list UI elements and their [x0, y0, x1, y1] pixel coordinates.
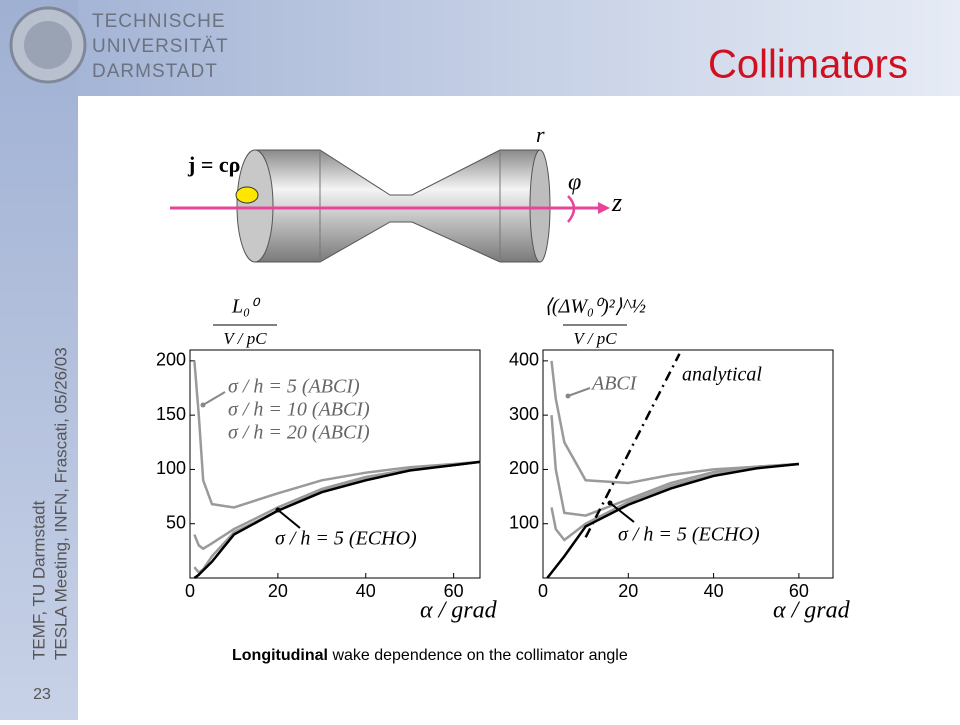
x-tick-label: 20	[268, 581, 288, 601]
x-tick-label: 20	[618, 581, 638, 601]
y-label-num: L₀⁰	[231, 296, 261, 318]
side-bar	[0, 0, 78, 720]
diagram-label: φ	[568, 170, 581, 196]
beam-arrow	[598, 202, 610, 214]
series-line	[546, 462, 800, 579]
logo-seal-inner	[24, 21, 72, 69]
logo-line: UNIVERSITÄT	[92, 36, 229, 57]
y-tick-label: 50	[166, 512, 186, 532]
x-tick-label: 60	[789, 581, 809, 601]
series-label: σ / h = 5 (ABCI)	[228, 376, 360, 398]
pointer-head	[200, 402, 206, 408]
x-label: α / grad	[773, 598, 851, 624]
y-label-num: ⟨(ΔW₀⁰)²⟩^½	[544, 296, 646, 318]
pointer-head	[565, 393, 571, 399]
rotation-arrow	[567, 195, 576, 223]
series-label: analytical	[682, 364, 762, 386]
series-label: σ / h = 5 (ECHO)	[275, 528, 417, 550]
caption-rest: wake dependence on the collimator angle	[331, 647, 627, 664]
sidebar-line: TESLA Meeting, INFN, Frascati, 05/26/03	[51, 347, 70, 660]
y-tick-label: 200	[156, 350, 186, 370]
diagram-label: z	[611, 188, 622, 217]
collimator-end	[236, 149, 274, 263]
series-label: σ / h = 5 (ECHO)	[618, 524, 760, 546]
plot-frame	[542, 349, 834, 579]
series-line	[193, 460, 481, 580]
y-tick-label: 100	[156, 458, 186, 478]
x-tick-label: 0	[185, 581, 195, 601]
x-tick-label: 0	[538, 581, 548, 601]
pointer	[202, 391, 226, 406]
y-tick-label: 400	[509, 350, 539, 370]
x-label: α / grad	[420, 598, 498, 624]
page-number: 23	[33, 686, 51, 703]
logo-line: DARMSTADT	[92, 61, 218, 82]
logo-line: TECHNISCHE	[92, 11, 226, 32]
collimator-body	[254, 149, 541, 263]
pointer-head	[275, 507, 281, 513]
x-tick-label: 40	[704, 581, 724, 601]
bunch	[235, 186, 259, 204]
y-tick-label: 300	[509, 404, 539, 424]
series-label: σ / h = 20 (ABCI)	[228, 422, 370, 444]
series-line	[584, 353, 681, 538]
collimator-diagram: j = cρ r φ z	[170, 122, 622, 263]
plot-frame	[189, 349, 481, 579]
diagram-label: j = cρ	[187, 152, 240, 177]
sidebar-line: TEMF, TU Darmstadt	[29, 500, 48, 660]
series-label: σ / h = 10 (ABCI)	[228, 399, 370, 421]
pointer	[609, 502, 635, 523]
pointer-head	[607, 500, 613, 506]
collimator-end	[529, 149, 551, 263]
pointer	[277, 509, 301, 529]
y-tick-label: 150	[156, 404, 186, 424]
slide-title: Collimators	[708, 43, 908, 87]
logo-text: TECHNISCHE UNIVERSITÄT DARMSTADT	[92, 11, 229, 82]
caption: Longitudinal wake dependence on the coll…	[232, 647, 628, 664]
y-tick-label: 200	[509, 458, 539, 478]
caption-bold: Longitudinal	[232, 647, 328, 664]
top-bar	[0, 0, 960, 96]
x-tick-label: 60	[444, 581, 464, 601]
x-tick-label: 40	[356, 581, 376, 601]
series-line	[193, 360, 481, 509]
diagram-label: r	[536, 122, 545, 147]
series-line	[550, 415, 799, 517]
series-label: ABCI	[590, 373, 638, 395]
y-label-den: V / pC	[573, 329, 617, 348]
pointer	[567, 387, 591, 397]
y-tick-label: 100	[509, 512, 539, 532]
y-label-den: V / pC	[223, 329, 267, 348]
